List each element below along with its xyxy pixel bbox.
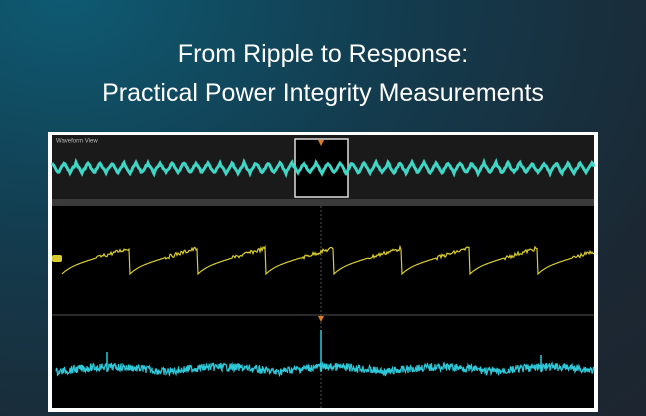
waveform xyxy=(61,244,595,276)
title-line: From Ripple to Response: xyxy=(177,40,469,68)
waveform xyxy=(55,360,595,378)
zoom-bar xyxy=(52,199,594,206)
waveform xyxy=(106,330,542,372)
title-line: Practical Power Integrity Measurements xyxy=(102,79,544,107)
zoom-box xyxy=(294,138,349,198)
waveform xyxy=(50,157,596,179)
view-label: Waveform View xyxy=(56,139,98,145)
ch-marker xyxy=(52,255,62,262)
